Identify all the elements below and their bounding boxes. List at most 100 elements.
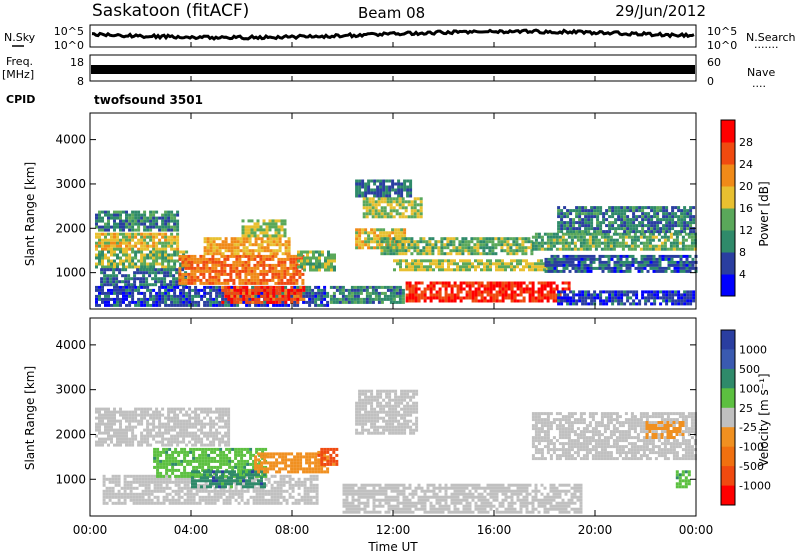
velocity-panel: Slant Range [km] 1000 2000 3000 4000 1000 50…	[23, 317, 771, 517]
power-colorbar-segment	[721, 230, 735, 253]
power-colorbar-tick: 16	[739, 202, 753, 215]
velocity-scatter-region	[675, 470, 691, 489]
x-tick-label: 00:00	[679, 523, 714, 537]
power-scatter-region	[329, 285, 405, 304]
nsearch-tick-bottom: 10^0	[707, 39, 737, 52]
velocity-colorbar-tick: -25	[739, 421, 757, 434]
nave-tick-top: 60	[707, 56, 721, 69]
nsearch-label: N.Search	[746, 31, 796, 44]
x-tick-label: 16:00	[477, 523, 512, 537]
velocity-ylabel: Slant Range [km]	[23, 366, 37, 470]
velocity-colorbar-tick: 100	[739, 382, 760, 395]
power-scatter-region	[531, 232, 697, 251]
power-colorbar-segment	[721, 142, 735, 165]
station-title: Saskatoon (fitACF)	[92, 1, 249, 21]
velocity-colorbar-tick: -500	[739, 460, 764, 473]
velocity-scatter-region	[531, 412, 697, 461]
freq-trace	[91, 65, 695, 74]
velocity-colorbar-tick: 1000	[739, 343, 767, 356]
nave-dots: ····	[752, 80, 766, 93]
power-colorbar-label: Power [dB]	[757, 181, 771, 246]
freq-unit: [MHz]	[2, 68, 34, 81]
x-tick-label: 20:00	[578, 523, 613, 537]
y-tick-label: 2000	[55, 427, 86, 441]
y-tick-label: 1000	[55, 472, 86, 486]
cpid-label: CPID	[6, 93, 35, 106]
power-colorbar-segment	[721, 164, 735, 187]
power-scatter-region	[95, 210, 180, 232]
power-scatter-region	[405, 281, 571, 303]
velocity-scatter-region	[191, 470, 266, 489]
power-scatter-region	[100, 268, 188, 287]
y-tick-label: 4000	[55, 338, 86, 352]
nsearch-dots: ·······	[754, 41, 778, 54]
y-tick-label: 4000	[55, 133, 86, 147]
velocity-colorbar-segment	[721, 407, 735, 428]
velocity-colorbar-frame	[720, 329, 736, 506]
velocity-scatter-region	[95, 407, 231, 447]
y-tick-label: 3000	[55, 177, 86, 191]
nsky-trace	[91, 28, 695, 41]
velocity-colorbar-segment	[721, 368, 735, 389]
nsky-label: N.Sky	[4, 31, 36, 44]
x-tick-label: 12:00	[376, 523, 411, 537]
nave-label: Nave	[747, 66, 775, 79]
velocity-colorbar-tick: 25	[739, 402, 753, 415]
velocity-colorbar-tick: 500	[739, 363, 760, 376]
power-colorbar-tick: 4	[739, 268, 746, 281]
power-colorbar-frame	[720, 119, 736, 297]
power-scatter-region	[221, 285, 306, 304]
power-scatter-region	[544, 254, 698, 273]
power-panel: Slant Range [km] 1000 2000 3000 4000 4 8 12 16…	[23, 112, 771, 310]
velocity-colorbar-segment	[721, 466, 735, 486]
velocity-colorbar-segment	[721, 330, 735, 350]
velocity-colorbar-label: Velocity [m s⁻¹]	[757, 373, 771, 466]
velocity-colorbar-tick: -100	[739, 441, 764, 454]
power-colorbar-tick: 12	[739, 224, 753, 237]
velocity-scatter-region	[355, 389, 419, 435]
velocity-scatter-region	[342, 483, 583, 514]
velocity-scatter-region	[645, 421, 685, 439]
freq-tick-top: 18	[70, 56, 84, 69]
power-scatter-region	[557, 290, 696, 306]
power-scatter-region	[95, 232, 180, 251]
freq-label: Freq.	[6, 55, 33, 68]
power-scatter-region	[380, 237, 534, 256]
power-scatter-region	[362, 197, 423, 219]
velocity-scatter-region	[317, 447, 339, 466]
nsearch-tick-top: 10^5	[707, 25, 737, 38]
velocity-colorbar-segment	[721, 446, 735, 467]
cpid-value: twofsound 3501	[94, 93, 203, 107]
power-colorbar-segment	[721, 186, 735, 209]
velocity-colorbar-segment	[721, 388, 735, 409]
status-panel: N.Sky 10^5 10^0 10^5 10^0 N.Search ·····…	[2, 24, 796, 107]
velocity-scatter-region	[254, 452, 330, 474]
x-tick-label: 04:00	[174, 523, 209, 537]
power-scatter-region	[241, 219, 287, 238]
y-tick-label: 3000	[55, 383, 86, 397]
power-scatter-region	[203, 237, 291, 256]
power-scatter-region	[95, 250, 192, 269]
y-tick-label: 2000	[55, 221, 86, 235]
velocity-colorbar-segment	[721, 349, 735, 370]
power-scatter-region	[355, 179, 413, 198]
velocity-colorbar-tick: -1000	[739, 480, 771, 493]
beam-label: Beam 08	[358, 4, 425, 22]
power-colorbar-segment	[721, 274, 735, 297]
nsky-tick-bottom: 10^0	[54, 39, 84, 52]
x-tick-label: 08:00	[275, 523, 310, 537]
power-scatter-region	[297, 250, 336, 272]
power-scatter-region	[178, 254, 305, 285]
power-colorbar-tick: 8	[739, 246, 746, 259]
power-colorbar-segment	[721, 208, 735, 231]
power-colorbar-tick: 24	[739, 158, 753, 171]
velocity-colorbar-segment	[721, 427, 735, 448]
power-colorbar-segment	[721, 120, 735, 143]
nave-tick-bottom: 0	[707, 75, 714, 88]
x-tick-label: 00:00	[73, 523, 108, 537]
velocity-colorbar-segment	[721, 485, 735, 506]
date-label: 29/Jun/2012	[615, 2, 706, 20]
freq-tick-bottom: 8	[77, 75, 84, 88]
power-colorbar-tick: 28	[739, 136, 753, 149]
